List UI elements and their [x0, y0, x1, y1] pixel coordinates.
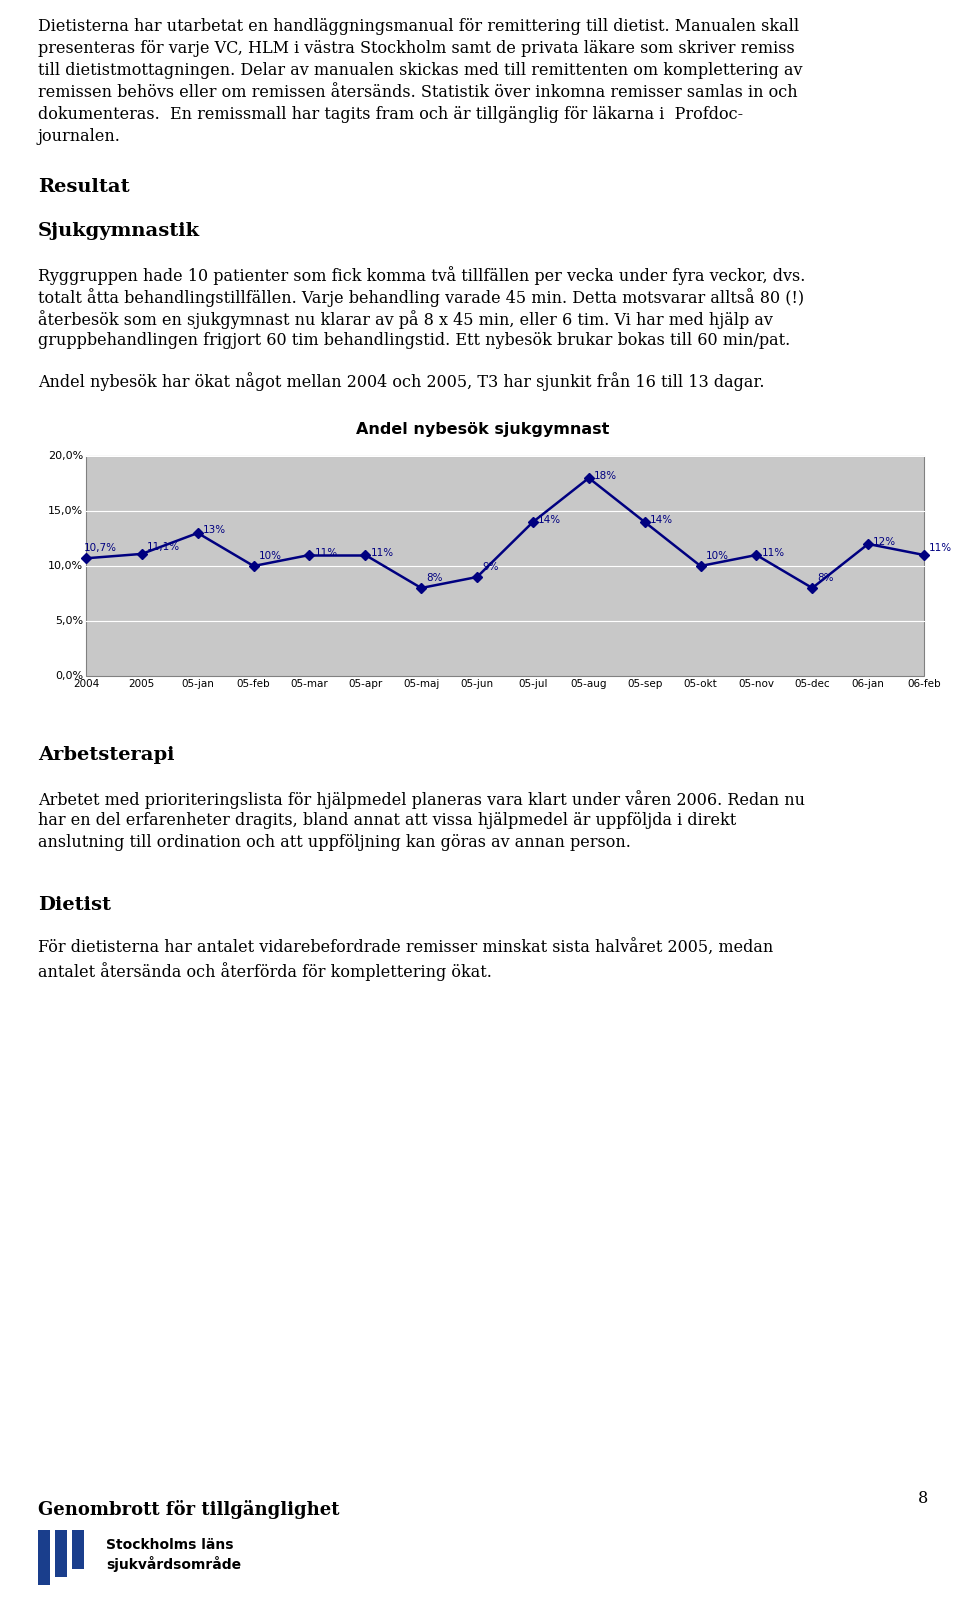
Text: dokumenteras.  En remissmall har tagits fram och är tillgänglig för läkarna i  P: dokumenteras. En remissmall har tagits f… — [38, 106, 743, 123]
Text: remissen behövs eller om remissen återsänds. Statistik över inkomna remisser sam: remissen behövs eller om remissen återsä… — [38, 83, 798, 101]
Text: 10,0%: 10,0% — [48, 560, 83, 572]
Text: antalet återsända och återförda för komplettering ökat.: antalet återsända och återförda för komp… — [38, 962, 492, 981]
Text: till dietistmottagningen. Delar av manualen skickas med till remittenten om komp: till dietistmottagningen. Delar av manua… — [38, 62, 803, 78]
Text: återbesök som en sjukgymnast nu klarar av på 8 x 45 min, eller 6 tim. Vi har med: återbesök som en sjukgymnast nu klarar a… — [38, 311, 773, 328]
Text: 05-okt: 05-okt — [684, 679, 717, 688]
Text: 11%: 11% — [929, 543, 952, 552]
Text: 11,1%: 11,1% — [147, 541, 180, 552]
Text: 10,7%: 10,7% — [84, 543, 117, 554]
Text: Sjukgymnastik: Sjukgymnastik — [38, 223, 200, 240]
Text: 05-dec: 05-dec — [795, 679, 830, 688]
Text: Arbetsterapi: Arbetsterapi — [38, 746, 175, 764]
Bar — [86, 456, 924, 676]
Text: 05-aug: 05-aug — [570, 679, 607, 688]
Bar — [38, 1531, 50, 1585]
Text: 11%: 11% — [371, 548, 394, 559]
Text: sjukvårdsområde: sjukvårdsområde — [106, 1556, 241, 1572]
Text: 13%: 13% — [203, 525, 226, 535]
Text: anslutning till ordination och att uppföljning kan göras av annan person.: anslutning till ordination och att uppfö… — [38, 834, 631, 852]
Text: 11%: 11% — [761, 548, 784, 559]
Text: 05-apr: 05-apr — [348, 679, 382, 688]
Bar — [55, 1531, 67, 1577]
Text: Dietisterna har utarbetat en handläggningsmanual för remittering till dietist. M: Dietisterna har utarbetat en handläggnin… — [38, 18, 799, 35]
Text: 2004: 2004 — [73, 679, 99, 688]
Bar — [72, 1531, 84, 1569]
Text: 11%: 11% — [315, 548, 338, 559]
Text: Arbetet med prioriteringslista för hjälpmedel planeras vara klart under våren 20: Arbetet med prioriteringslista för hjälp… — [38, 789, 805, 809]
Text: 05-jun: 05-jun — [461, 679, 493, 688]
Text: 9%: 9% — [482, 562, 498, 572]
Text: Stockholms läns: Stockholms läns — [106, 1539, 233, 1551]
Text: 10%: 10% — [706, 551, 729, 560]
Text: 14%: 14% — [538, 516, 561, 525]
Text: 8%: 8% — [817, 573, 834, 583]
Text: gruppbehandlingen frigjort 60 tim behandlingstid. Ett nybesök brukar bokas till : gruppbehandlingen frigjort 60 tim behand… — [38, 331, 790, 349]
Text: 0,0%: 0,0% — [55, 671, 83, 680]
Text: 15,0%: 15,0% — [48, 506, 83, 516]
Text: 14%: 14% — [650, 516, 673, 525]
Text: 12%: 12% — [874, 536, 897, 548]
Text: Ryggruppen hade 10 patienter som fick komma två tillfällen per vecka under fyra : Ryggruppen hade 10 patienter som fick ko… — [38, 266, 805, 285]
Text: 05-feb: 05-feb — [237, 679, 271, 688]
Text: Andel nybesök sjukgymnast: Andel nybesök sjukgymnast — [356, 423, 610, 437]
Text: har en del erfarenheter dragits, bland annat att vissa hjälpmedel är uppföljda i: har en del erfarenheter dragits, bland a… — [38, 812, 736, 829]
Text: 2005: 2005 — [129, 679, 155, 688]
Text: 05-jul: 05-jul — [518, 679, 548, 688]
Text: totalt åtta behandlingstillfällen. Varje behandling varade 45 min. Detta motsvar: totalt åtta behandlingstillfällen. Varje… — [38, 288, 804, 307]
Text: 8%: 8% — [426, 573, 443, 583]
Text: Andel nybesök har ökat något mellan 2004 och 2005, T3 har sjunkit från 16 till 1: Andel nybesök har ökat något mellan 2004… — [38, 371, 764, 391]
Text: 8: 8 — [918, 1491, 928, 1507]
Text: 06-jan: 06-jan — [852, 679, 884, 688]
Text: Dietist: Dietist — [38, 897, 111, 914]
Text: 20,0%: 20,0% — [48, 451, 83, 461]
Text: 05-mar: 05-mar — [291, 679, 328, 688]
Text: 5,0%: 5,0% — [55, 616, 83, 626]
Text: 05-maj: 05-maj — [403, 679, 440, 688]
Text: För dietisterna har antalet vidarebefordrade remisser minskat sista halvåret 200: För dietisterna har antalet vidarebeford… — [38, 940, 773, 957]
Text: Genombrott för tillgänglighet: Genombrott för tillgänglighet — [38, 1500, 340, 1519]
Text: journalen.: journalen. — [38, 128, 121, 146]
Text: 05-nov: 05-nov — [738, 679, 775, 688]
Text: 06-feb: 06-feb — [907, 679, 941, 688]
Text: Resultat: Resultat — [38, 178, 130, 195]
Text: 05-jan: 05-jan — [181, 679, 214, 688]
Text: presenteras för varje VC, HLM i västra Stockholm samt de privata läkare som skri: presenteras för varje VC, HLM i västra S… — [38, 40, 795, 58]
Text: 10%: 10% — [258, 551, 281, 560]
Text: 05-sep: 05-sep — [627, 679, 662, 688]
Text: 18%: 18% — [594, 471, 617, 480]
